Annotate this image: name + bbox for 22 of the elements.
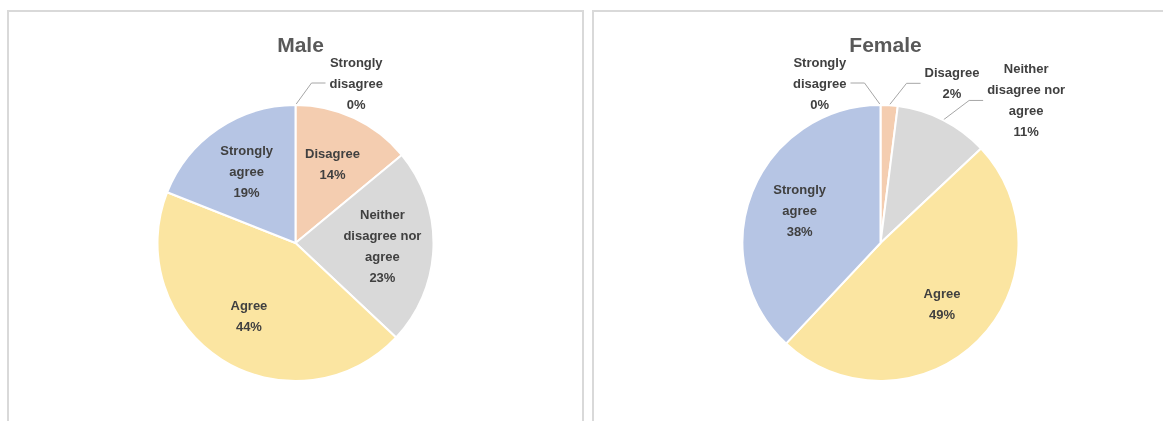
data-label: 38%	[786, 224, 814, 240]
data-label: 44%	[235, 319, 263, 335]
data-label: 23%	[369, 269, 396, 285]
chart-title: Female	[849, 33, 922, 56]
category-label: Strongly disagree	[329, 54, 383, 91]
data-label: 19%	[233, 184, 261, 200]
slice-label: Agree	[230, 298, 268, 314]
slice-label: Disagree	[924, 65, 980, 81]
slice-label: Strongly agree	[773, 182, 827, 219]
text: 0%	[810, 96, 830, 112]
data-label: 49%	[928, 307, 956, 323]
slice-label: Strongly agree	[220, 142, 274, 179]
chart-title: Male	[277, 33, 324, 56]
slice-label: Neither disagree nor agree	[987, 61, 1066, 119]
slice-label: Agree	[923, 286, 961, 302]
data-label: 14%	[319, 167, 346, 183]
data-label: 2%	[942, 86, 962, 102]
slice-label: Neither disagree nor agree	[343, 206, 422, 264]
text: 0%	[346, 96, 366, 112]
category-label: Strongly disagree	[793, 54, 847, 91]
slice-label: Disagree	[305, 146, 360, 162]
data-label: 11%	[1013, 124, 1040, 140]
